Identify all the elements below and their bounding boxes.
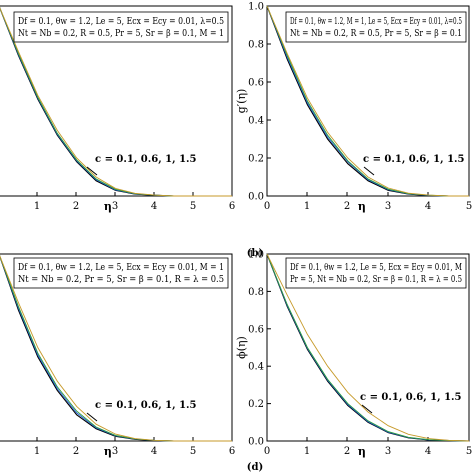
panel-3-xlabel: η	[104, 445, 112, 458]
panel-2-series-4	[266, 5, 469, 197]
panel-4-xlabel: η	[358, 445, 366, 458]
panel-3-annotation: c = 0.1, 0.6, 1, 1.5	[95, 400, 197, 411]
panel-1-annotation: c = 0.1, 0.6, 1, 1.5	[95, 154, 197, 165]
panel-2-xtick-label: 5	[466, 201, 472, 212]
panel-2-ytick-label: 0.0	[248, 192, 264, 203]
panel-2-legend-line: Df = 0.1, θw = 1.2, M = 1, Le = 5, Ecx =…	[290, 17, 462, 27]
panel-1-legend-line: Df = 0.1, θw = 1.2, Le = 5, Ecx = Ecy = …	[18, 17, 224, 27]
panel-3-xtick-label: 2	[73, 446, 79, 457]
panel-3-xtick-label: 5	[190, 446, 196, 457]
panel-1-xtick-label: 6	[229, 201, 235, 212]
panel-4-ytick-label: 0.6	[248, 324, 264, 335]
panel-4-ytick-label: 0.4	[248, 362, 264, 373]
panel-4-ylabel: ϕ(η)	[235, 336, 248, 359]
panel-3-xtick-label: 6	[229, 446, 235, 457]
panel-4-series-4	[266, 253, 470, 442]
panel-4-xtick-label: 5	[466, 446, 472, 457]
panel-2-xtick-label: 2	[344, 201, 350, 212]
panel-3-xtick-label: 4	[151, 446, 157, 457]
panel-3-xtick-label: 1	[34, 446, 40, 457]
panel-4-arrow	[361, 404, 373, 414]
panel-4-frame	[266, 253, 470, 442]
panel-4-ytick-label: 0.2	[248, 399, 264, 410]
panel-1-xtick-label: 3	[112, 201, 118, 212]
panel-4-xtick-label: 3	[385, 446, 391, 457]
panel-3-legend-line: Df = 0.1, θw = 1.2, Le = 5, Ecx = Ecy = …	[18, 263, 224, 273]
panel-4-legend-box	[285, 257, 467, 289]
panel-2-xtick-label: 3	[385, 201, 391, 212]
panel-1-xlabel: η	[104, 200, 112, 213]
panel-2-ytick-label: 0.8	[248, 40, 264, 51]
panel-2-xtick-label: 4	[425, 201, 431, 212]
panel-4-xtick-label: 4	[425, 446, 431, 457]
panel-1-series-4	[0, 7, 232, 197]
panel-1-legend-line: Nt = Nb = 0.2, R = 0.5, Pr = 5, Sr = β =…	[18, 29, 224, 39]
panel-4-xtick-label: 0	[264, 446, 270, 457]
panel-3-xtick-label: 3	[112, 446, 118, 457]
panel-2-arrow	[363, 166, 375, 176]
panel-3-legend-line: Nt = Nb = 0.2, Pr = 5, Sr = β = 0.1, R =…	[18, 275, 224, 285]
panel-3-series-4	[0, 255, 232, 442]
panel-1-xtick-label: 2	[73, 201, 79, 212]
panel-2-panel-label: (b)	[247, 248, 263, 259]
panel-2-xtick-label: 0	[264, 201, 270, 212]
panel-4-xtick-label: 1	[304, 446, 310, 457]
panel-2-ytick-label: 0.2	[248, 154, 264, 165]
panel-4-legend-line: Pr = 5, Nt = Nb = 0.2, Sr = β = 0.1, R =…	[290, 275, 462, 285]
panel-2-legend-line: Nt = Nb = 0.2, R = 0.5, Pr = 5, Sr = β =…	[290, 29, 462, 39]
panel-4-xtick-label: 2	[344, 446, 350, 457]
panel-2-annotation: c = 0.1, 0.6, 1, 1.5	[363, 154, 465, 165]
panel-2-frame	[266, 5, 470, 197]
panel-1-xtick-label: 4	[151, 201, 157, 212]
panel-2-ytick-label: 0.6	[248, 78, 264, 89]
panel-4-legend-line: Df = 0.1, θw = 1.2, Le = 5, Ecx = Ecy = …	[290, 263, 462, 273]
panel-4-annotation: c = 0.1, 0.6, 1, 1.5	[360, 392, 462, 403]
panel-2-ytick-label: 0.4	[248, 116, 264, 127]
panel-1-legend-box	[13, 11, 229, 43]
panel-4-ytick-label: 1.0	[248, 250, 264, 261]
panel-2-xtick-label: 1	[304, 201, 310, 212]
panel-2-ytick-label: 1.0	[248, 2, 264, 13]
panel-2-legend-box	[285, 11, 467, 43]
panel-3-arrow	[86, 412, 98, 422]
panel-1-xtick-label: 5	[190, 201, 196, 212]
panel-4-ytick-label: 0.8	[248, 287, 264, 298]
panel-3-legend-box	[13, 257, 229, 289]
panel-1-xtick-label: 1	[34, 201, 40, 212]
panel-1-arrow	[86, 166, 98, 176]
panel-4-series-3	[266, 253, 470, 442]
panel-4-ytick-label: 0.0	[248, 437, 264, 448]
panel-4-panel-label: (d)	[247, 462, 263, 473]
panel-2-xlabel: η	[358, 200, 366, 213]
panel-2-ylabel: g′(η)	[235, 89, 248, 114]
